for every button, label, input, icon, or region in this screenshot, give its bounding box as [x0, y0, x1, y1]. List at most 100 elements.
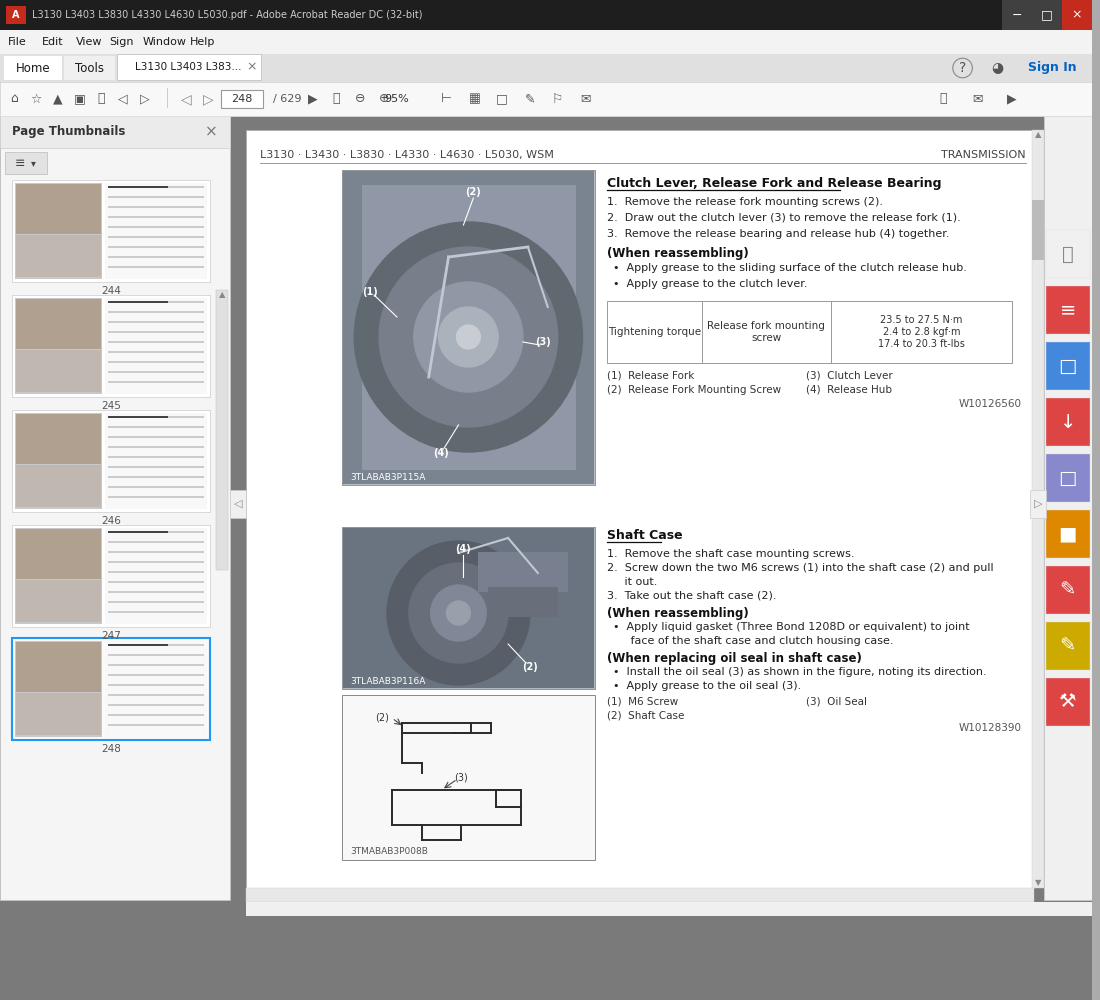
Bar [108, 704, 205, 706]
Text: ☆: ☆ [30, 93, 42, 105]
Bar [108, 436, 205, 438]
Text: −: − [1012, 8, 1022, 21]
Bar [15, 235, 101, 277]
Text: (3)  Clutch Lever: (3) Clutch Lever [806, 371, 892, 381]
Bar [343, 171, 594, 484]
Text: 3TLABAB3P116A: 3TLABAB3P116A [350, 676, 426, 686]
Bar [1046, 230, 1090, 278]
Text: Page Thumbnails: Page Thumbnails [12, 125, 125, 138]
Bar [15, 693, 101, 735]
Bar [108, 724, 205, 726]
Circle shape [414, 282, 522, 392]
Text: 245: 245 [101, 401, 121, 411]
Bar [15, 184, 101, 234]
Text: 1.  Remove the shaft case mounting screws.: 1. Remove the shaft case mounting screws… [607, 549, 855, 559]
Text: File: File [8, 37, 26, 47]
Text: ×: × [1071, 8, 1082, 21]
Bar [108, 236, 205, 238]
Bar [15, 183, 102, 279]
Text: •  Apply grease to the oil seal (3).: • Apply grease to the oil seal (3). [614, 681, 802, 691]
Text: ≡: ≡ [14, 156, 25, 169]
Bar [1046, 678, 1090, 726]
Bar [246, 888, 1034, 902]
Bar [1046, 398, 1090, 446]
Bar [1032, 130, 1044, 888]
Bar [15, 465, 101, 507]
Bar [1046, 342, 1090, 390]
Bar [108, 644, 205, 646]
Bar [0, 82, 1091, 116]
Text: w w w . p r c . c o m: w w w . p r c . c o m [542, 436, 847, 464]
Text: (1)  Release Fork: (1) Release Fork [607, 371, 695, 381]
Bar [108, 581, 205, 583]
Text: L3130 · L3430 · L3830 · L4330 · L4630 · L5030, WSM: L3130 · L3430 · L3830 · L4330 · L4630 · … [260, 150, 554, 160]
Bar [106, 413, 208, 509]
Bar [108, 591, 205, 593]
Text: Clutch Lever, Release Fork and Release Bearing: Clutch Lever, Release Fork and Release B… [607, 177, 942, 190]
Text: TRANSMISSION: TRANSMISSION [942, 150, 1026, 160]
Text: ⊖: ⊖ [355, 93, 365, 105]
Bar [108, 644, 167, 646]
Bar [108, 694, 205, 696]
Bar [342, 527, 595, 689]
Circle shape [447, 601, 471, 625]
Text: ⊢: ⊢ [441, 93, 452, 105]
Text: 2.  Screw down the two M6 screws (1) into the shaft case (2) and pull: 2. Screw down the two M6 screws (1) into… [607, 563, 994, 573]
Text: Sign: Sign [109, 37, 134, 47]
Text: 244: 244 [101, 286, 121, 296]
Text: ✎: ✎ [1059, 580, 1076, 599]
Text: Tools: Tools [75, 62, 103, 75]
Text: □: □ [1058, 357, 1077, 375]
Text: A: A [12, 10, 20, 20]
Text: (2)  Release Fork Mounting Screw: (2) Release Fork Mounting Screw [607, 385, 781, 395]
Bar [117, 54, 261, 80]
Bar [108, 206, 205, 208]
Text: ?: ? [959, 61, 966, 75]
Bar [343, 528, 594, 688]
Text: L3130 L3403 L3830 L4330 L4630 L5030.pdf - Adobe Acrobat Reader DC (32-bit): L3130 L3403 L3830 L4330 L4630 L5030.pdf … [32, 10, 422, 20]
Text: ▣: ▣ [74, 93, 86, 105]
Text: •  Apply grease to the clutch lever.: • Apply grease to the clutch lever. [614, 279, 807, 289]
Bar [1046, 286, 1090, 334]
Bar [221, 90, 263, 108]
Text: □: □ [1058, 468, 1077, 488]
Text: (When reassembling): (When reassembling) [607, 247, 749, 260]
Circle shape [409, 563, 508, 663]
Text: 2.  Draw out the clutch lever (3) to remove the release fork (1).: 2. Draw out the clutch lever (3) to remo… [607, 213, 961, 223]
Text: (When replacing oil seal in shaft case): (When replacing oil seal in shaft case) [607, 652, 862, 665]
Bar [362, 185, 575, 470]
Text: ✉: ✉ [580, 93, 591, 105]
Bar [108, 301, 205, 303]
Text: (When reassembling): (When reassembling) [607, 607, 749, 620]
Bar [1030, 490, 1046, 518]
Bar [478, 552, 568, 592]
Bar [108, 446, 205, 448]
Bar [108, 321, 205, 323]
Bar [6, 6, 25, 24]
Text: 246: 246 [101, 516, 121, 526]
Text: ↓: ↓ [1059, 412, 1076, 432]
Text: it out.: it out. [607, 577, 658, 587]
Text: ▷: ▷ [1034, 499, 1042, 509]
Text: 3TLABAB3P115A: 3TLABAB3P115A [350, 473, 426, 482]
Bar [108, 466, 205, 468]
Bar [1046, 622, 1090, 670]
Text: (3): (3) [535, 337, 551, 347]
Text: Sign In: Sign In [1027, 62, 1076, 75]
Bar [15, 299, 101, 349]
Text: □: □ [496, 93, 508, 105]
Bar [12, 638, 210, 740]
Bar [108, 226, 205, 228]
Bar [15, 528, 102, 624]
Bar [246, 130, 1034, 888]
Text: ◕: ◕ [991, 61, 1003, 75]
Text: (1): (1) [362, 287, 378, 297]
Bar [1044, 116, 1091, 900]
Bar [217, 290, 228, 570]
Bar [12, 295, 210, 397]
Bar [1032, 0, 1062, 30]
Bar [108, 196, 205, 198]
Bar [1046, 454, 1090, 502]
Text: □: □ [1041, 8, 1053, 21]
Bar [1062, 0, 1091, 30]
